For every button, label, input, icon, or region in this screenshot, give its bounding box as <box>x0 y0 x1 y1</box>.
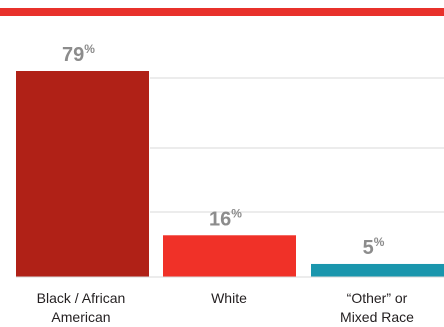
value-label-other-mixed-race: 5% <box>363 235 385 259</box>
gridlines <box>150 77 444 213</box>
value-label-black-african-american: 79% <box>62 42 95 66</box>
bar-white <box>163 235 296 277</box>
bar-black-african-american <box>16 71 149 277</box>
value-label-white: 16% <box>209 206 242 230</box>
bar-other-mixed-race <box>311 263 444 277</box>
category-label-white: White <box>211 290 247 306</box>
category-label-other-mixed-race: “Other” or Mixed Race <box>340 290 414 325</box>
category-label-black-african-american: Black / African American <box>36 290 126 325</box>
top-rule <box>0 8 444 16</box>
bars <box>16 71 444 277</box>
